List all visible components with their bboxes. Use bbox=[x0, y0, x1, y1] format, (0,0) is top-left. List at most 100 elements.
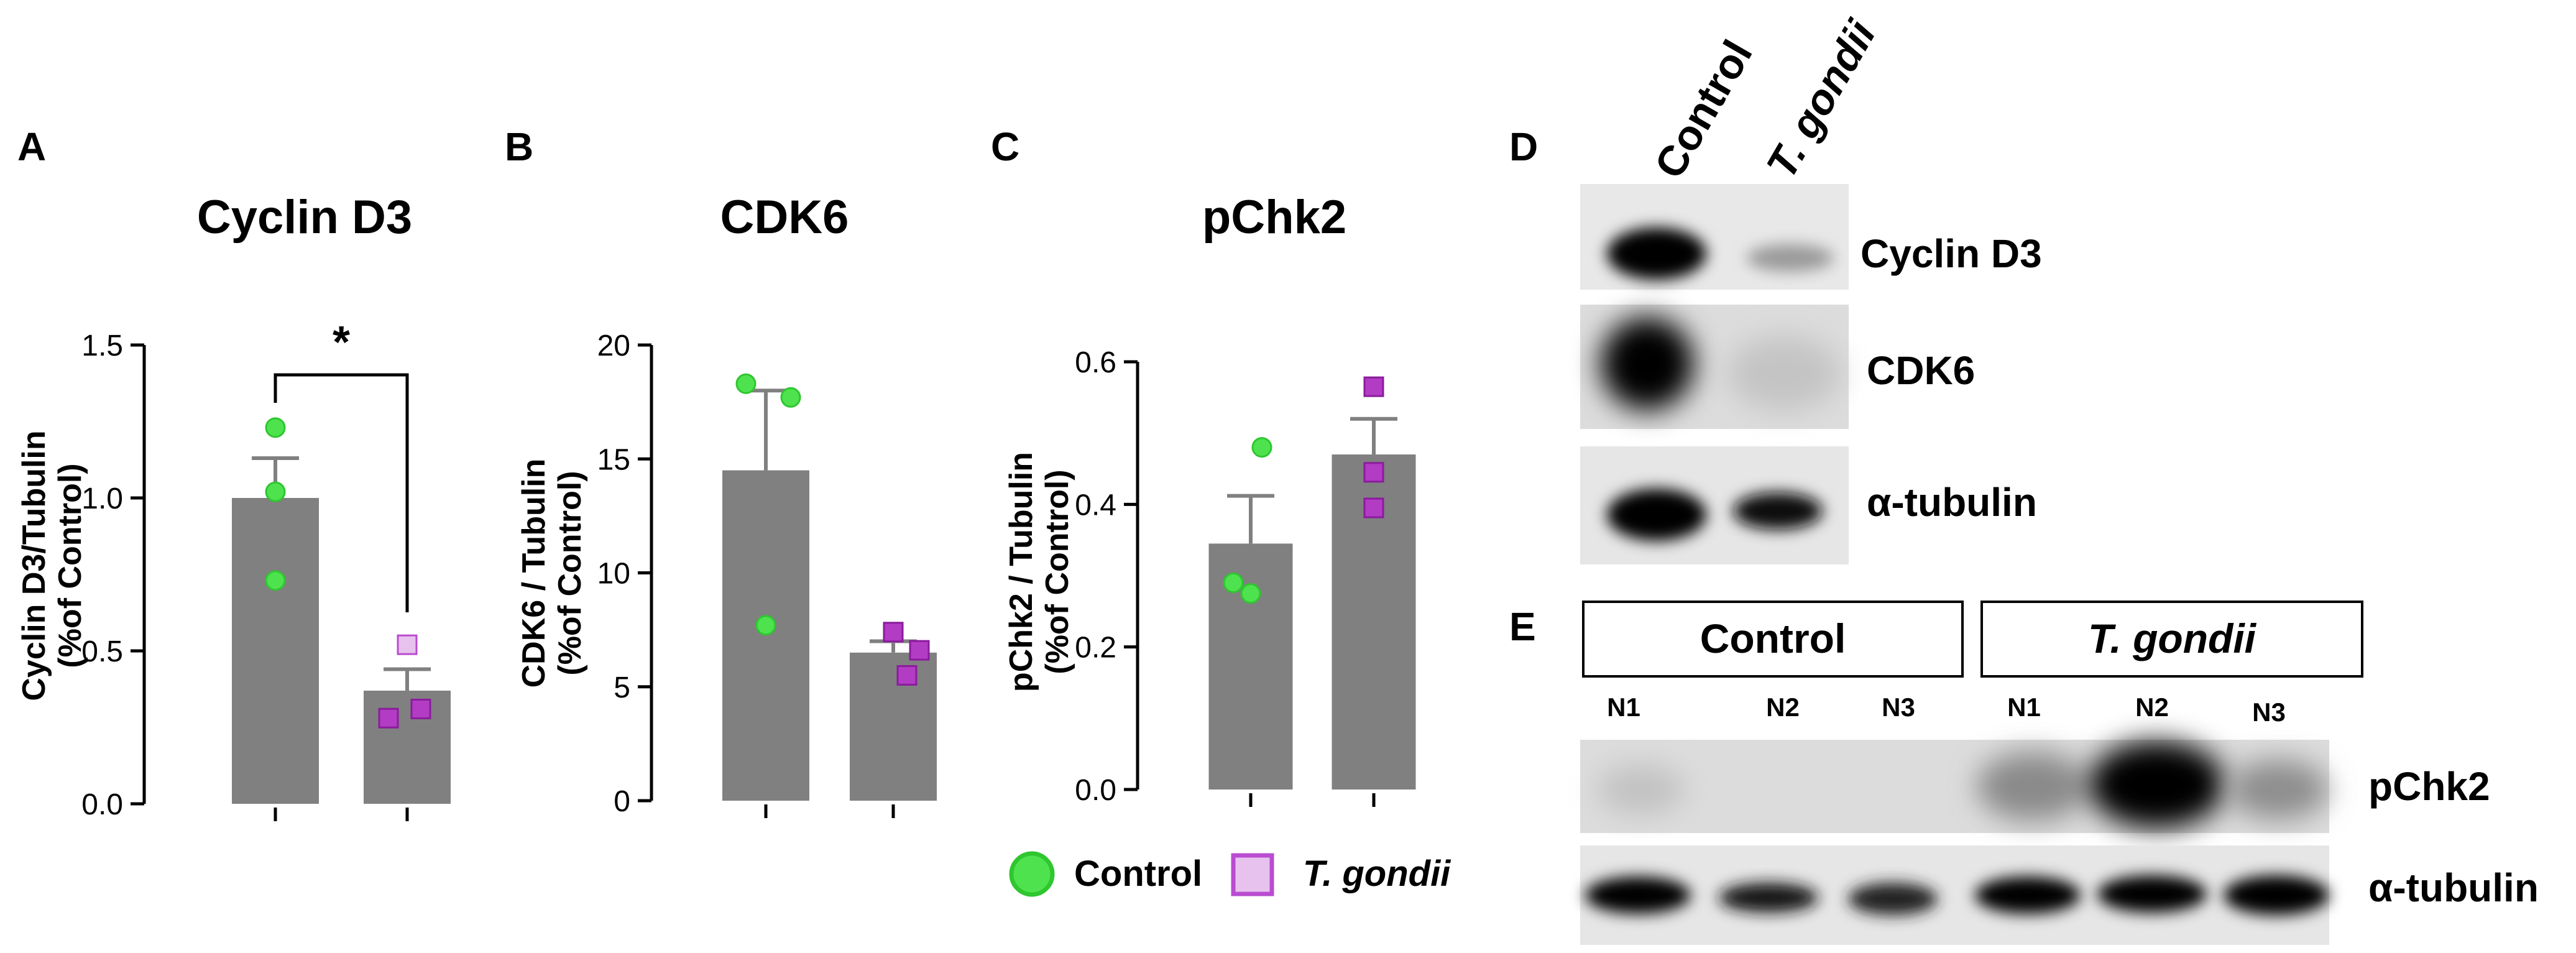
significance-bracket bbox=[274, 373, 409, 612]
blot-e-lane-label: N1 bbox=[2007, 693, 2041, 722]
blot-d-row-label-tubulin: α-tubulin bbox=[1867, 480, 2037, 525]
panel-e: E Control T. gondii N1 N2 N3 N1 N2 N3 pC… bbox=[1509, 601, 2539, 945]
chart-b-ylabel-line1: CDK6 / Tubulin bbox=[516, 459, 552, 688]
bar-t-gondii bbox=[850, 652, 937, 801]
blot-d-strip-tubulin bbox=[1580, 446, 1849, 564]
panel-letter-e: E bbox=[1509, 604, 1536, 649]
data-point-control bbox=[265, 570, 286, 591]
blot-band bbox=[2224, 875, 2329, 915]
chart-b-title: CDK6 bbox=[720, 191, 849, 244]
blot-band bbox=[1607, 228, 1706, 280]
data-point-tgondii bbox=[1363, 376, 1384, 397]
significance-marker: * bbox=[333, 318, 350, 367]
data-point-control bbox=[735, 373, 757, 394]
legend: Control T. gondii bbox=[1009, 851, 1451, 897]
blot-band bbox=[1747, 244, 1834, 272]
blot-band bbox=[1848, 883, 1938, 915]
data-point-tgondii bbox=[883, 622, 904, 643]
blot-e-group-label-control: Control bbox=[1700, 615, 1846, 661]
panel-letter-b: B bbox=[505, 124, 533, 169]
blot-e-group-box-tgondii bbox=[1980, 601, 2363, 678]
blot-band bbox=[2097, 875, 2207, 913]
blot-e-strip-tubulin bbox=[1580, 845, 2329, 945]
y-tick-label: 0.0 bbox=[81, 788, 123, 821]
data-point-control bbox=[780, 387, 801, 408]
blot-e-group-box-control bbox=[1582, 601, 1964, 678]
blot-e-row-label-pchk2: pChk2 bbox=[2368, 764, 2490, 809]
data-point-tgondii bbox=[1363, 462, 1384, 483]
y-tick-label: 0.4 bbox=[1075, 489, 1116, 522]
blot-d-lane-label-control: Control bbox=[1645, 32, 1762, 186]
chart-a-plot: 0.0 0.5 1.0 1.5 * bbox=[81, 318, 451, 821]
data-point-tgondii bbox=[1363, 497, 1384, 518]
chart-a-ylabel-line2: (%of Control) bbox=[52, 463, 88, 668]
blot-band bbox=[1601, 317, 1694, 410]
panel-letter-a: A bbox=[17, 124, 46, 169]
blot-band bbox=[1598, 765, 1685, 814]
bar-t-gondii bbox=[364, 690, 451, 804]
blot-band bbox=[1728, 336, 1840, 410]
bar-control bbox=[1208, 543, 1293, 790]
data-point-tgondii bbox=[896, 665, 918, 686]
data-point-control bbox=[1240, 583, 1261, 604]
blot-e-lane-label: N3 bbox=[1882, 693, 1915, 722]
blot-band bbox=[1977, 752, 2089, 821]
data-point-control bbox=[265, 417, 286, 438]
data-point-tgondii bbox=[397, 634, 418, 655]
blot-e-lane-label: N2 bbox=[2135, 693, 2169, 722]
blot-band bbox=[2229, 760, 2328, 819]
blot-band bbox=[1719, 883, 1818, 913]
chart-b-plot: 0 5 10 15 20 bbox=[597, 329, 937, 818]
legend-tgondii-label: T. gondii bbox=[1303, 854, 1451, 894]
blot-d-row-label-cdk6: CDK6 bbox=[1867, 348, 1975, 393]
panel-letter-c: C bbox=[991, 124, 1019, 169]
blot-band bbox=[1975, 877, 2081, 914]
blot-band bbox=[1607, 489, 1706, 541]
y-tick-label: 1.5 bbox=[81, 329, 123, 362]
data-point-control bbox=[1251, 437, 1272, 458]
blot-e-group-label-tgondii: T. gondii bbox=[2088, 615, 2257, 661]
panel-c: C pChk2 pChk2 / Tubulin (%of Control) 0.… bbox=[991, 124, 1416, 807]
chart-a-title: Cyclin D3 bbox=[197, 191, 412, 244]
blot-d-lane-label-tgondii: T. gondii bbox=[1757, 12, 1885, 186]
legend-control-marker bbox=[1009, 851, 1055, 897]
blot-e-row-label-tubulin: α-tubulin bbox=[2368, 865, 2539, 910]
chart-c-plot: 0.0 0.2 0.4 0.6 bbox=[1075, 346, 1416, 807]
chart-b-ylabel-line2: (%of Control) bbox=[552, 471, 588, 675]
y-tick-label: 5 bbox=[614, 671, 630, 704]
panel-a: A Cyclin D3 Cyclin D3/Tubulin (%of Contr… bbox=[16, 124, 451, 821]
blot-d-strip-cdk6 bbox=[1580, 305, 1849, 429]
blot-e-lane-label: N1 bbox=[1607, 693, 1640, 722]
panel-b: B CDK6 CDK6 / Tubulin (%of Control) 0 5 10… bbox=[505, 124, 937, 818]
panel-d: D Control T. gondii Cyclin D3 CDK6 α-tub… bbox=[1509, 12, 2042, 564]
y-tick-label: 0.0 bbox=[1075, 774, 1116, 807]
y-tick-label: 20 bbox=[597, 329, 630, 362]
y-tick-label: 0.2 bbox=[1075, 632, 1116, 665]
blot-e-lane-label: N2 bbox=[1766, 693, 1800, 722]
panel-letter-d: D bbox=[1509, 124, 1538, 169]
blot-band bbox=[2089, 741, 2225, 828]
data-point-tgondii bbox=[909, 640, 930, 661]
legend-tgondii-marker bbox=[1231, 853, 1274, 896]
legend-control-label: Control bbox=[1074, 854, 1202, 894]
blot-band bbox=[1585, 877, 1691, 914]
blot-e-strip-pchk2 bbox=[1580, 740, 2329, 833]
y-tick-label: 1.0 bbox=[81, 482, 123, 515]
data-point-tgondii bbox=[410, 698, 431, 719]
chart-c-title: pChk2 bbox=[1202, 191, 1346, 244]
chart-a-ylabel-line1: Cyclin D3/Tubulin bbox=[16, 430, 52, 701]
blot-d-row-label-cyclin-d3: Cyclin D3 bbox=[1861, 231, 2042, 276]
y-tick-label: 10 bbox=[597, 558, 630, 591]
data-point-control bbox=[1223, 572, 1244, 593]
chart-c-ylabel-line2: (%of Control) bbox=[1039, 469, 1075, 674]
data-point-control bbox=[265, 481, 286, 502]
blot-d-strip-cyclin-d3 bbox=[1580, 184, 1849, 290]
chart-c-ylabel-line1: pChk2 / Tubulin bbox=[1003, 452, 1039, 692]
bar-control bbox=[232, 498, 319, 804]
blot-e-lane-label: N3 bbox=[2252, 697, 2286, 727]
y-tick-label: 0 bbox=[614, 785, 630, 818]
data-point-control bbox=[755, 615, 776, 636]
data-point-tgondii bbox=[378, 707, 399, 729]
y-tick-label: 0.5 bbox=[81, 635, 123, 668]
